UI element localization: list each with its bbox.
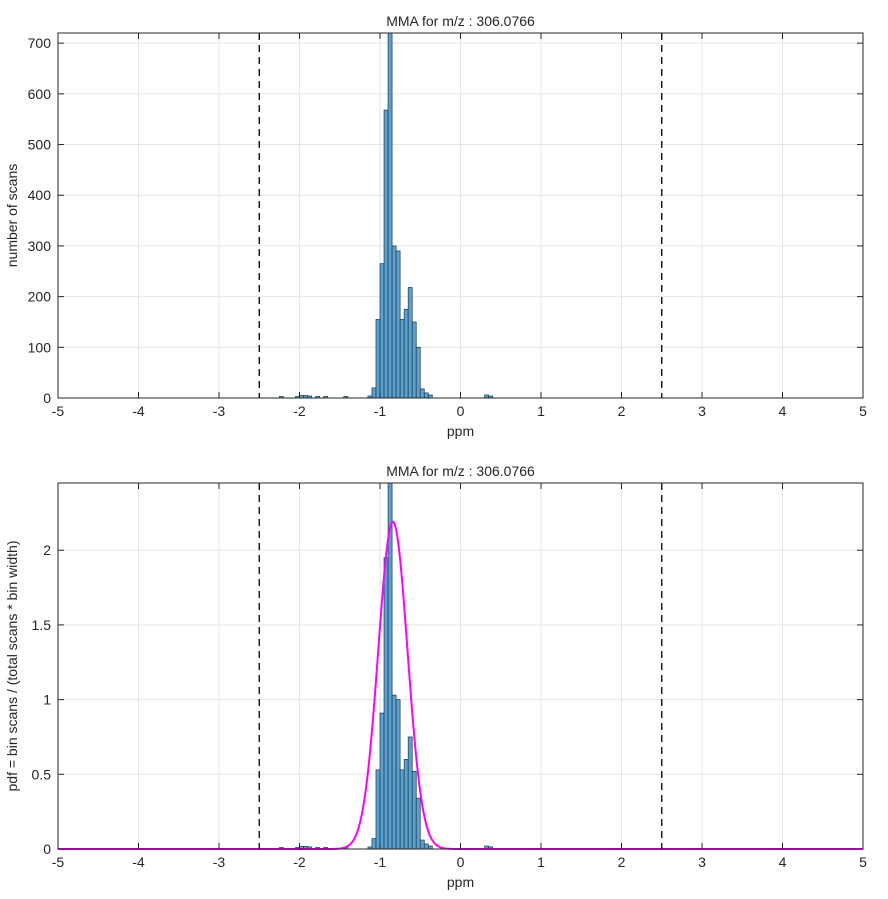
- histogram-bar: [411, 321, 417, 399]
- chart-title: MMA for m/z : 306.0766: [386, 13, 535, 29]
- histogram-bar: [399, 319, 405, 399]
- histogram-bar: [383, 109, 389, 399]
- ticks: -5 -4 -3 -2 -1 0 1 2 3 4 5 0 0.5 1 1.5 2: [32, 483, 867, 870]
- x-tick-label: -4: [132, 403, 145, 419]
- histogram-bar: [395, 699, 401, 850]
- x-tick-label: 3: [698, 854, 706, 870]
- histogram-bar: [379, 263, 385, 399]
- histogram-bar: [387, 32, 393, 399]
- histogram-bar: [383, 557, 389, 850]
- histogram-bar: [419, 839, 425, 850]
- x-tick-label: 1: [537, 403, 545, 419]
- histogram-bar: [423, 843, 429, 850]
- x-tick-label: -1: [374, 403, 387, 419]
- tolerance-lines: [258, 483, 663, 849]
- x-tick-label: -1: [374, 854, 387, 870]
- y-tick-label: 2: [43, 542, 51, 558]
- y-tick-label: 0: [43, 390, 51, 406]
- y-tick-label: 600: [28, 86, 52, 102]
- y-axis-label: number of scans: [4, 164, 20, 268]
- histogram-bar: [419, 388, 425, 399]
- x-tick-label: -3: [213, 403, 226, 419]
- histogram-bar: [403, 308, 409, 399]
- histogram-bar: [379, 712, 385, 850]
- histogram-bar: [415, 346, 421, 399]
- y-tick-label: 1: [43, 692, 51, 708]
- histogram-bar: [423, 392, 429, 399]
- histogram-bar: [407, 287, 413, 399]
- y-tick-label: 1.5: [32, 617, 52, 633]
- x-tick-label: -3: [213, 854, 226, 870]
- x-tick-label: 0: [457, 403, 465, 419]
- histogram-bar: [407, 736, 413, 850]
- x-tick-label: 1: [537, 854, 545, 870]
- x-tick-label: -4: [132, 854, 145, 870]
- histogram-bar: [399, 769, 405, 850]
- y-tick-label: 700: [28, 35, 52, 51]
- x-tick-label: 0: [457, 854, 465, 870]
- x-tick-label: -5: [52, 403, 65, 419]
- x-tick-label: 2: [618, 854, 626, 870]
- ticks: -5 -4 -3 -2 -1 0 1 2 3 4 5 0 100 200 300 400 500 600 700: [28, 33, 867, 419]
- histogram-bar: [391, 694, 397, 850]
- x-axis-label: ppm: [447, 874, 474, 890]
- y-tick-label: 200: [28, 289, 52, 305]
- histogram-bar: [375, 319, 381, 399]
- x-tick-label: -2: [293, 854, 306, 870]
- x-tick-label: -5: [52, 854, 65, 870]
- y-tick-label: 0.5: [32, 766, 52, 782]
- y-tick-label: 300: [28, 238, 52, 254]
- y-tick-label: 100: [28, 339, 52, 355]
- x-axis-label: ppm: [447, 423, 474, 439]
- histogram-bar: [391, 245, 397, 399]
- y-tick-label: 0: [43, 841, 51, 857]
- y-axis-label: pdf = bin scans / (total scans * bin wid…: [4, 541, 20, 792]
- x-tick-label: 5: [859, 854, 867, 870]
- x-tick-label: 5: [859, 403, 867, 419]
- x-tick-label: 4: [779, 854, 787, 870]
- y-tick-label: 500: [28, 137, 52, 153]
- histogram-panel-pdf: -5 -4 -3 -2 -1 0 1 2 3 4 5 0 0.5 1 1.5 2 MMA for m/z : …: [4, 463, 867, 890]
- x-tick-label: 3: [698, 403, 706, 419]
- histogram-bar: [415, 797, 421, 850]
- histogram-bar: [371, 838, 377, 850]
- histogram-bar: [375, 769, 381, 850]
- histogram-bar: [371, 387, 377, 399]
- x-tick-label: 2: [618, 403, 626, 419]
- histogram-bar: [411, 770, 417, 850]
- histogram-bar: [395, 250, 401, 399]
- chart-title: MMA for m/z : 306.0766: [386, 463, 535, 479]
- y-tick-label: 400: [28, 187, 52, 203]
- histogram-bar: [403, 759, 409, 850]
- x-tick-label: 4: [779, 403, 787, 419]
- histogram-panel-counts: -5 -4 -3 -2 -1 0 1 2 3 4 5 0 100 200 300 400 500 600 700 M…: [4, 13, 867, 439]
- tolerance-lines: [258, 33, 663, 398]
- x-tick-label: -2: [293, 403, 306, 419]
